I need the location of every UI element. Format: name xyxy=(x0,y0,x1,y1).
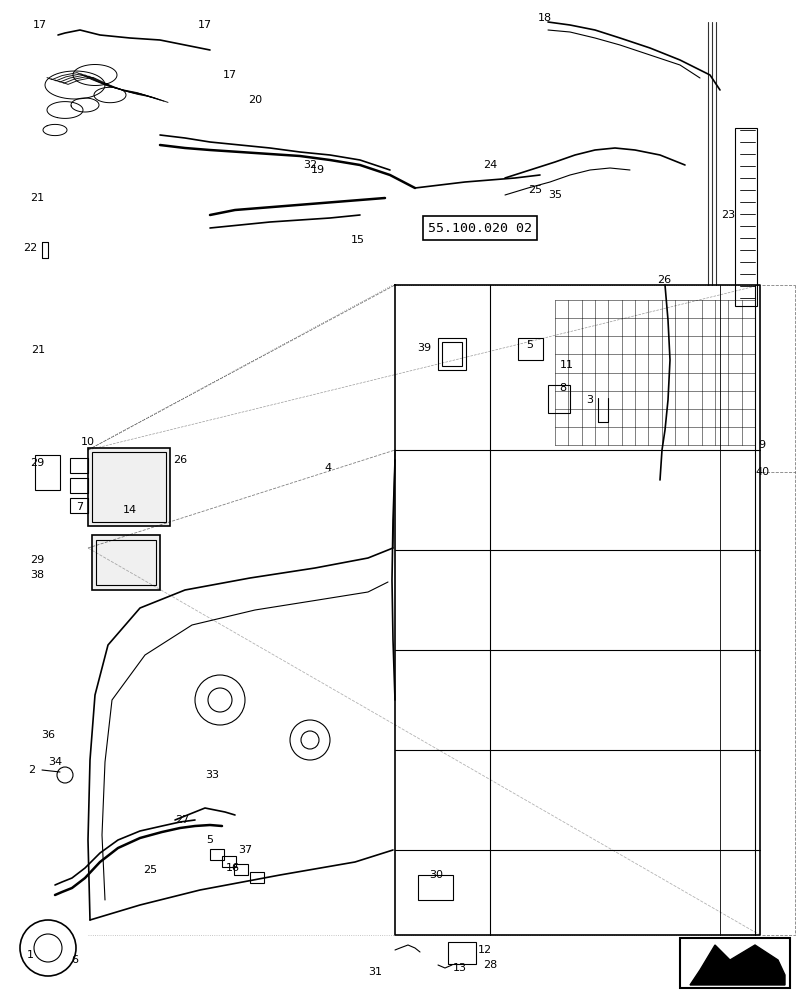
Bar xyxy=(88,448,170,526)
Text: 6: 6 xyxy=(71,955,78,965)
Text: 23: 23 xyxy=(721,210,735,220)
Text: 12: 12 xyxy=(478,945,492,955)
Bar xyxy=(92,452,166,522)
Text: 55.100.020 02: 55.100.020 02 xyxy=(428,222,532,234)
Text: 31: 31 xyxy=(368,967,382,977)
Text: 18: 18 xyxy=(538,13,552,23)
Bar xyxy=(234,864,248,875)
Bar xyxy=(92,535,160,590)
Text: 19: 19 xyxy=(311,165,325,175)
Text: 37: 37 xyxy=(238,845,252,855)
Text: 28: 28 xyxy=(483,960,497,970)
Bar xyxy=(418,875,453,900)
Text: 16: 16 xyxy=(226,863,240,873)
Bar xyxy=(70,498,88,513)
Text: 17: 17 xyxy=(223,70,237,80)
Text: 39: 39 xyxy=(417,343,431,353)
Text: 40: 40 xyxy=(755,467,769,477)
Bar xyxy=(70,458,88,473)
Text: 5: 5 xyxy=(527,340,533,350)
Bar xyxy=(210,849,224,860)
Bar xyxy=(448,942,476,964)
Text: 4: 4 xyxy=(325,463,331,473)
Text: 13: 13 xyxy=(453,963,467,973)
Text: 25: 25 xyxy=(528,185,542,195)
Bar xyxy=(548,385,570,413)
Text: 33: 33 xyxy=(205,770,219,780)
Text: 9: 9 xyxy=(759,440,765,450)
Text: 25: 25 xyxy=(143,865,157,875)
Bar xyxy=(222,856,236,867)
Text: 20: 20 xyxy=(248,95,262,105)
Bar xyxy=(518,338,543,360)
Text: 26: 26 xyxy=(657,275,671,285)
Text: 17: 17 xyxy=(198,20,212,30)
Bar xyxy=(442,342,462,366)
Bar xyxy=(680,938,790,988)
Text: 10: 10 xyxy=(81,437,95,447)
Text: 1: 1 xyxy=(27,950,33,960)
Text: 22: 22 xyxy=(23,243,37,253)
Bar xyxy=(35,455,60,490)
Bar xyxy=(70,478,88,493)
Text: 29: 29 xyxy=(30,458,44,468)
Text: 26: 26 xyxy=(173,455,187,465)
Text: 27: 27 xyxy=(175,815,189,825)
Text: 35: 35 xyxy=(548,190,562,200)
Text: 14: 14 xyxy=(123,505,137,515)
Text: 3: 3 xyxy=(587,395,594,405)
Text: 17: 17 xyxy=(33,20,47,30)
Bar xyxy=(438,338,466,370)
Text: 7: 7 xyxy=(77,502,83,512)
Text: 29: 29 xyxy=(30,555,44,565)
Text: 30: 30 xyxy=(429,870,443,880)
Text: 5: 5 xyxy=(207,835,213,845)
Text: 32: 32 xyxy=(303,160,317,170)
Text: 21: 21 xyxy=(31,345,45,355)
Bar xyxy=(250,872,264,883)
Text: 34: 34 xyxy=(48,757,62,767)
Text: 36: 36 xyxy=(41,730,55,740)
Text: 2: 2 xyxy=(28,765,36,775)
Text: 8: 8 xyxy=(559,383,566,393)
Text: 38: 38 xyxy=(30,570,44,580)
Bar xyxy=(96,540,156,585)
Polygon shape xyxy=(690,945,785,985)
Text: 11: 11 xyxy=(560,360,574,370)
Text: 15: 15 xyxy=(351,235,365,245)
Text: 24: 24 xyxy=(483,160,497,170)
Bar xyxy=(735,128,757,306)
Text: 21: 21 xyxy=(30,193,44,203)
